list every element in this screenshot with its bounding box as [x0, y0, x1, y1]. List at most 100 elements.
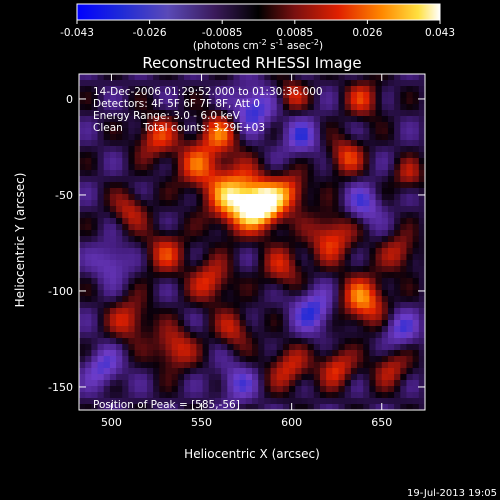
- heatmap-cell: [97, 296, 105, 303]
- heatmap-cell: [412, 254, 420, 261]
- heatmap-cell: [276, 296, 284, 303]
- heatmap-cell: [252, 272, 259, 279]
- heatmap-cell: [128, 338, 136, 345]
- heatmap-cell: [91, 320, 99, 327]
- heatmap-cell: [375, 152, 383, 159]
- heatmap-cell: [159, 248, 167, 255]
- heatmap-cell: [301, 218, 309, 225]
- heatmap-cell: [276, 356, 284, 363]
- heatmap-cell: [375, 272, 383, 279]
- heatmap-cell: [289, 170, 296, 177]
- heatmap-cell: [307, 206, 315, 213]
- heatmap-cell: [400, 110, 408, 117]
- heatmap-cell: [140, 362, 148, 369]
- heatmap-cell: [252, 284, 259, 291]
- heatmap-cell: [245, 182, 253, 189]
- heatmap-cell: [307, 368, 315, 375]
- heatmap-cell: [406, 350, 414, 357]
- heatmap-cell: [171, 212, 179, 219]
- heatmap-cell: [165, 224, 173, 231]
- heatmap-cell: [326, 236, 333, 243]
- heatmap-cell: [153, 104, 160, 111]
- heatmap-cell: [264, 194, 272, 201]
- heatmap-cell: [332, 284, 340, 291]
- heatmap-cell: [122, 374, 130, 381]
- heatmap-cell: [128, 80, 136, 87]
- heatmap-cell: [202, 140, 210, 147]
- heatmap-cell: [116, 86, 123, 93]
- heatmap-cell: [282, 386, 290, 393]
- heatmap-cell: [171, 398, 179, 405]
- heatmap-cell: [344, 260, 352, 267]
- heatmap-cell: [233, 80, 241, 87]
- heatmap-cell: [140, 392, 148, 399]
- heatmap-cell: [208, 74, 216, 81]
- heatmap-cell: [227, 104, 235, 111]
- heatmap-cell: [134, 218, 142, 225]
- heatmap-cell: [375, 182, 383, 189]
- heatmap-cell: [264, 278, 272, 285]
- heatmap-cell: [326, 338, 333, 345]
- heatmap-cell: [252, 308, 259, 315]
- heatmap-cell: [97, 236, 105, 243]
- heatmap-cell: [233, 92, 241, 99]
- heatmap-cell: [128, 104, 136, 111]
- heatmap-cell: [208, 374, 216, 381]
- heatmap-cell: [270, 80, 278, 87]
- heatmap-cell: [128, 398, 136, 405]
- heatmap-cell: [177, 152, 185, 159]
- heatmap-cell: [344, 224, 352, 231]
- heatmap-cell: [252, 206, 259, 213]
- heatmap-cell: [394, 170, 401, 177]
- heatmap-cell: [418, 266, 425, 273]
- heatmap-cell: [270, 176, 278, 183]
- heatmap-cell: [208, 158, 216, 165]
- heatmap-cell: [338, 146, 346, 153]
- heatmap-cell: [252, 392, 259, 399]
- heatmap-cell: [412, 380, 420, 387]
- heatmap-cell: [258, 266, 265, 273]
- heatmap-cell: [153, 212, 160, 219]
- heatmap-cell: [91, 140, 99, 147]
- heatmap-cell: [184, 86, 191, 93]
- heatmap-cell: [289, 254, 296, 261]
- heatmap-cell: [122, 362, 130, 369]
- heatmap-cell: [307, 80, 315, 87]
- heatmap-cell: [326, 80, 333, 87]
- heatmap-cell: [418, 200, 425, 207]
- heatmap-cell: [184, 242, 191, 249]
- heatmap-cell: [289, 314, 296, 321]
- heatmap-cell: [344, 86, 352, 93]
- heatmap-cell: [319, 140, 327, 147]
- heatmap-cell: [202, 248, 210, 255]
- heatmap-cell: [326, 158, 333, 165]
- heatmap-cell: [381, 170, 389, 177]
- heatmap-cell: [295, 224, 303, 231]
- heatmap-cell: [394, 92, 401, 99]
- heatmap-cell: [91, 266, 99, 273]
- heatmap-cell: [245, 152, 253, 159]
- heatmap-cell: [357, 164, 364, 171]
- heatmap-cell: [122, 200, 130, 207]
- heatmap-cell: [295, 212, 303, 219]
- heatmap-cell: [171, 74, 179, 81]
- heatmap-cell: [295, 392, 303, 399]
- heatmap-cell: [270, 206, 278, 213]
- heatmap-cell: [313, 206, 321, 213]
- heatmap-cell: [97, 128, 105, 135]
- heatmap-cell: [233, 326, 241, 333]
- heatmap-cell: [400, 326, 408, 333]
- heatmap-cell: [350, 380, 358, 387]
- heatmap-cell: [128, 302, 136, 309]
- heatmap-cell: [387, 170, 395, 177]
- heatmap-cell: [202, 176, 210, 183]
- heatmap-cell: [289, 284, 296, 291]
- heatmap-cell: [227, 86, 235, 93]
- heatmap-cell: [190, 338, 197, 345]
- heatmap-cell: [159, 350, 167, 357]
- heatmap-cell: [301, 374, 309, 381]
- heatmap-cell: [412, 86, 420, 93]
- heatmap-cell: [97, 338, 105, 345]
- heatmap-cell: [319, 254, 327, 261]
